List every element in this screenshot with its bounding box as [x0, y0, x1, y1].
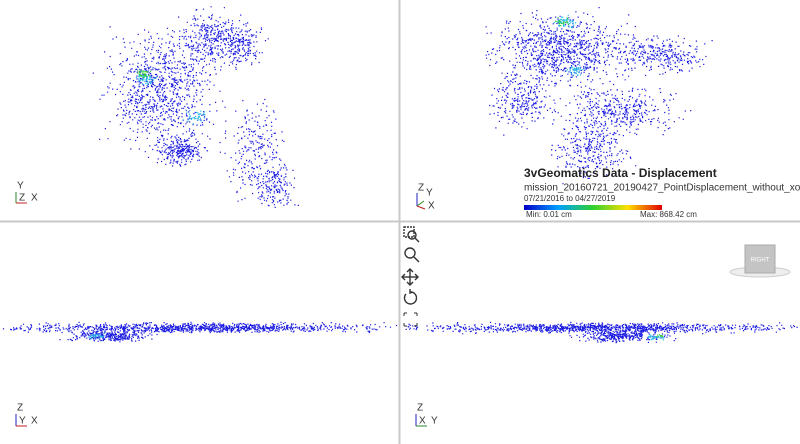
axis-label: Y	[17, 181, 24, 192]
fit-button[interactable]	[403, 312, 418, 327]
axis-label: Y	[19, 416, 26, 427]
zoom-window-button[interactable]	[403, 226, 420, 243]
axis-label: Z	[418, 183, 424, 194]
legend-min: Min: 0.01 cm	[526, 210, 572, 219]
point-cloud	[2, 6, 798, 344]
rotate-button[interactable]	[403, 289, 418, 305]
axis-label: Z	[17, 403, 23, 414]
axis-label: Y	[426, 188, 433, 199]
view-cube-label: RIGHT	[751, 258, 770, 264]
legend-dates: 07/21/2016 to 04/27/2019	[524, 194, 616, 203]
pan-button[interactable]	[401, 268, 419, 286]
view-cube[interactable]: RIGHT	[729, 244, 791, 278]
point-clouds	[2, 6, 798, 344]
axis-label: X	[419, 416, 426, 427]
axis-triad: Z Y X	[416, 183, 435, 212]
color-bar	[524, 205, 662, 210]
axis-label: Z	[417, 403, 423, 414]
legend: 3vGeomatics Data - Displacement mission_…	[524, 166, 800, 219]
zoom-button[interactable]	[404, 247, 420, 263]
toolbar	[401, 226, 420, 327]
axis-label: Z	[19, 193, 25, 204]
axis-triad: Z Y X	[15, 403, 38, 427]
axis-triad: Z X Y	[415, 403, 438, 427]
point-cloud	[137, 17, 664, 338]
axis-label: Y	[431, 416, 438, 427]
axis-triad: Y Z X	[15, 181, 38, 204]
axis-label: X	[31, 193, 38, 204]
legend-dataset: mission_20160721_20190427_PointDisplacem…	[524, 183, 800, 194]
legend-max: Max: 868.42 cm	[640, 210, 697, 219]
axis-label: X	[428, 201, 435, 212]
axis-label: X	[31, 416, 38, 427]
legend-title: 3vGeomatics Data - Displacement	[524, 166, 717, 180]
